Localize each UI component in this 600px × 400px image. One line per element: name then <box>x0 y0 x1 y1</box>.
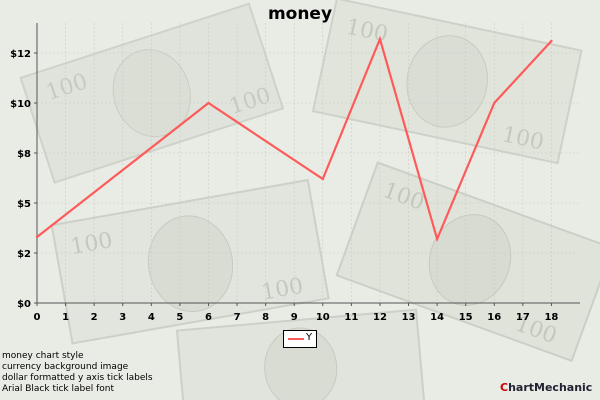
gridlines <box>36 23 580 304</box>
data-point <box>207 101 210 105</box>
legend: Y <box>283 330 317 348</box>
note-line: currency background image <box>2 362 129 372</box>
y-tick-label: $12 <box>10 49 31 60</box>
data-point <box>321 177 324 181</box>
chart-title: money <box>268 4 332 24</box>
y-tick-label: $8 <box>17 149 31 160</box>
x-tick-label: 3 <box>119 312 126 323</box>
data-point <box>493 101 496 105</box>
x-tick-label: 5 <box>176 312 183 323</box>
note-line: dollar formatted y axis tick labels <box>2 373 153 383</box>
axes <box>34 23 580 306</box>
chartmechanic-logo: ChartMechanic <box>500 381 592 394</box>
data-point <box>378 37 382 41</box>
x-tick-label: 8 <box>262 312 269 323</box>
x-tick-label: 12 <box>373 312 387 323</box>
x-tick-label: 11 <box>344 312 358 323</box>
x-axis-tick-labels: 0 1 2 3 4 5 6 7 8 9 10 11 12 13 14 15 16 17 18 <box>34 312 559 323</box>
x-tick-label: 6 <box>205 312 212 323</box>
x-tick-label: 7 <box>234 312 241 323</box>
data-point <box>35 235 39 239</box>
logo-text: hartMechanic <box>508 381 593 394</box>
y-tick-label: $10 <box>10 99 31 110</box>
y-axis-tick-labels: $0 $2 $5 $8 $10 $12 <box>10 49 31 310</box>
y-tick-label: $2 <box>17 249 31 260</box>
x-tick-label: 17 <box>516 312 530 323</box>
x-tick-label: 10 <box>316 312 330 323</box>
x-tick-label: 0 <box>34 312 41 323</box>
x-tick-label: 18 <box>544 312 558 323</box>
x-tick-label: 1 <box>62 312 69 323</box>
x-tick-label: 15 <box>459 312 473 323</box>
x-tick-label: 14 <box>430 312 444 323</box>
legend-label-y: Y <box>306 332 313 343</box>
logo-letter: C <box>500 381 509 394</box>
x-tick-label: 4 <box>148 312 155 323</box>
x-tick-label: 13 <box>402 312 416 323</box>
data-point <box>550 39 553 43</box>
note-line: money chart style <box>2 351 84 361</box>
note-line: Arial Black tick label font <box>2 384 115 394</box>
data-point <box>435 237 439 241</box>
y-tick-label: $0 <box>17 299 31 310</box>
series-group <box>35 35 553 243</box>
legend-swatch-y <box>288 338 304 340</box>
y-tick-label: $5 <box>17 199 31 210</box>
x-tick-label: 2 <box>91 312 98 323</box>
chart-notes: money chart style currency background im… <box>2 351 153 395</box>
x-tick-label: 16 <box>487 312 501 323</box>
x-tick-label: 9 <box>291 312 298 323</box>
